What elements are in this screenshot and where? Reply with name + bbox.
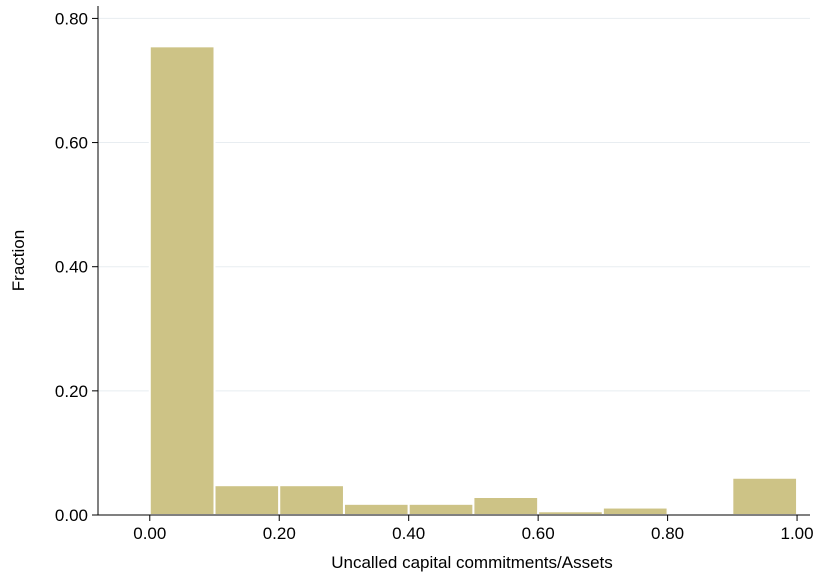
x-ticks: 0.00 0.20 0.40 0.60 0.80 1.00 [133, 515, 814, 543]
y-tick-label: 0.40 [55, 258, 88, 277]
histogram-bar [213, 484, 281, 516]
y-tick-label: 0.80 [55, 9, 88, 28]
x-tick-label: 0.80 [651, 524, 684, 543]
y-ticks: 0.00 0.20 0.40 0.60 0.80 [55, 9, 98, 525]
histogram-bar [342, 502, 410, 517]
histogram-bars [148, 45, 799, 517]
y-axis-title: Fraction [9, 230, 28, 291]
x-tick-label: 1.00 [781, 524, 814, 543]
y-tick-label: 0.20 [55, 382, 88, 401]
histogram-bar [537, 510, 604, 516]
histogram-bar [407, 502, 475, 517]
histogram-bar [278, 484, 345, 516]
x-tick-label: 0.40 [392, 524, 425, 543]
axes [97, 6, 810, 516]
histogram-bar [731, 476, 799, 517]
histogram-bar [472, 495, 540, 516]
grid-lines [98, 17, 810, 392]
x-tick-label: 0.00 [133, 524, 166, 543]
histogram-bar [601, 506, 669, 516]
x-tick-label: 0.60 [522, 524, 555, 543]
histogram-bar [148, 45, 216, 516]
y-tick-label: 0.00 [55, 506, 88, 525]
y-tick-label: 0.60 [55, 134, 88, 153]
x-axis-title: Uncalled capital commitments/Assets [331, 553, 613, 572]
x-tick-label: 0.20 [263, 524, 296, 543]
